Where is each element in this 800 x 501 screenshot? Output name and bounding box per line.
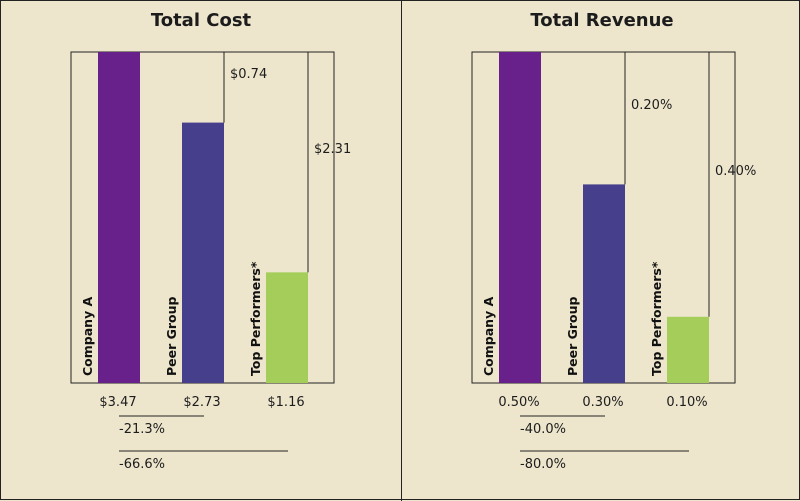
pct-label-revenue-1: -40.0% xyxy=(520,422,566,437)
value-label-revenue-2: 0.30% xyxy=(582,395,623,410)
total-revenue-chart: 0.20% 0.40% Company A Peer Group Top Perform… xyxy=(471,51,756,472)
category-label-revenue-1: Company A xyxy=(481,296,496,376)
bar-revenue-1 xyxy=(499,52,541,383)
value-label-revenue-1: 0.50% xyxy=(498,395,539,410)
category-label-cost-1: Company A xyxy=(80,296,95,376)
gap-label-revenue-2: 0.40% xyxy=(715,164,756,179)
gap-label-cost-1: $0.74 xyxy=(230,67,267,82)
category-label-cost-2: Peer Group xyxy=(164,296,179,376)
pct-label-revenue-2: -80.0% xyxy=(520,457,566,472)
value-label-revenue-3: 0.10% xyxy=(666,395,707,410)
bar-cost-2 xyxy=(182,122,224,384)
bar-cost-1 xyxy=(98,52,140,383)
gap-label-cost-2: $2.31 xyxy=(314,142,351,157)
category-label-revenue-3: Top Performers* xyxy=(649,261,664,376)
value-label-cost-1: $3.47 xyxy=(99,395,136,410)
category-label-revenue-2: Peer Group xyxy=(565,296,580,376)
gap-label-revenue-1: 0.20% xyxy=(631,98,672,113)
value-label-cost-3: $1.16 xyxy=(267,395,304,410)
value-label-cost-2: $2.73 xyxy=(183,395,220,410)
chart-title-total-cost: Total Cost xyxy=(150,10,252,31)
bar-revenue-2 xyxy=(583,184,625,383)
bar-cost-3 xyxy=(266,272,308,383)
total-revenue-panel: Total Revenue 0.20% 0.40% Company A Peer Gr… xyxy=(401,1,800,501)
pct-label-cost-2: -66.6% xyxy=(119,457,165,472)
total-cost-chart: $0.74 $2.31 Company A Peer Group Top Perform… xyxy=(70,51,351,472)
total-cost-panel: Total Cost $0.74 $2.31 Company A Peer Group… xyxy=(1,1,401,501)
pct-label-cost-1: -21.3% xyxy=(119,422,165,437)
chart-title-total-revenue: Total Revenue xyxy=(530,10,674,31)
category-label-cost-3: Top Performers* xyxy=(248,261,263,376)
bar-revenue-3 xyxy=(667,316,709,383)
